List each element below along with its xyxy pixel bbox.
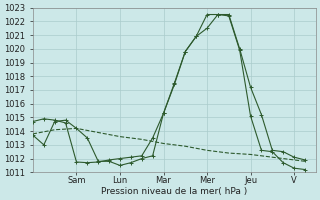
X-axis label: Pression niveau de la mer( hPa ): Pression niveau de la mer( hPa ) <box>101 187 247 196</box>
